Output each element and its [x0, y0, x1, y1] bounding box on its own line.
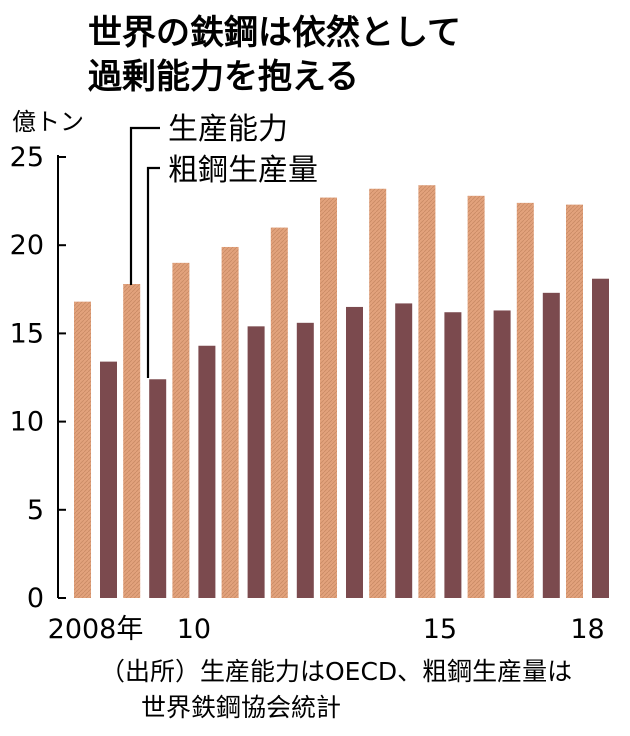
x-tick-label: 2008年 [48, 614, 144, 645]
x-tick-label: 18 [570, 614, 604, 645]
bar-crude-steel-output [149, 379, 167, 598]
bar-crude-steel-output [493, 310, 511, 598]
bar-capacity [418, 185, 436, 598]
bar-crude-steel-output [592, 278, 609, 598]
bar-crude-steel-output [395, 303, 413, 598]
source-note-line-2: 世界鉄鋼協会統計 [141, 693, 341, 722]
bar-capacity [369, 188, 387, 598]
bar-capacity [172, 262, 190, 598]
source-note-line-1: （出所）生産能力はOECD、粗鋼生産量は [100, 657, 572, 686]
y-tick-label: 15 [10, 318, 44, 349]
bar-crude-steel-output [296, 322, 314, 598]
bar-capacity [123, 284, 141, 598]
bar-capacity [320, 197, 337, 598]
bar-crude-steel-output [100, 361, 117, 598]
bar-capacity [516, 202, 534, 598]
y-tick-label: 20 [10, 230, 44, 261]
y-tick-label: 25 [10, 142, 44, 173]
y-axis: 0 5 10 15 20 25 [10, 142, 66, 614]
bars [74, 185, 609, 599]
bar-capacity [566, 204, 583, 599]
bar-capacity [467, 195, 485, 599]
bar-capacity [270, 227, 288, 598]
y-tick-label: 5 [27, 495, 44, 526]
legend-leader-output [146, 166, 160, 378]
y-axis-unit-label: 億トン [12, 108, 84, 136]
bar-capacity [221, 246, 239, 599]
chart-title-line-1: 世界の鉄鋼は依然として [88, 13, 461, 53]
x-tick-label: 15 [423, 614, 457, 645]
bar-crude-steel-output [247, 326, 265, 598]
bar-crude-steel-output [542, 292, 560, 598]
bar-capacity [74, 301, 91, 598]
chart-title-line-2: 過剰能力を抱える [88, 57, 359, 97]
bar-crude-steel-output [198, 345, 216, 598]
legend-label-capacity: 生産能力 [168, 112, 288, 147]
y-tick-label: 10 [10, 407, 44, 438]
bar-crude-steel-output [346, 306, 363, 598]
bar-crude-steel-output [444, 312, 462, 598]
y-tick-label: 0 [27, 583, 44, 614]
legend: 生産能力 粗鋼生産量 [129, 112, 318, 378]
x-axis-tick-labels: 2008年 10 15 18 [48, 614, 605, 645]
legend-leader-capacity [129, 126, 160, 285]
legend-label-output: 粗鋼生産量 [168, 153, 318, 188]
x-tick-label: 10 [177, 614, 211, 645]
